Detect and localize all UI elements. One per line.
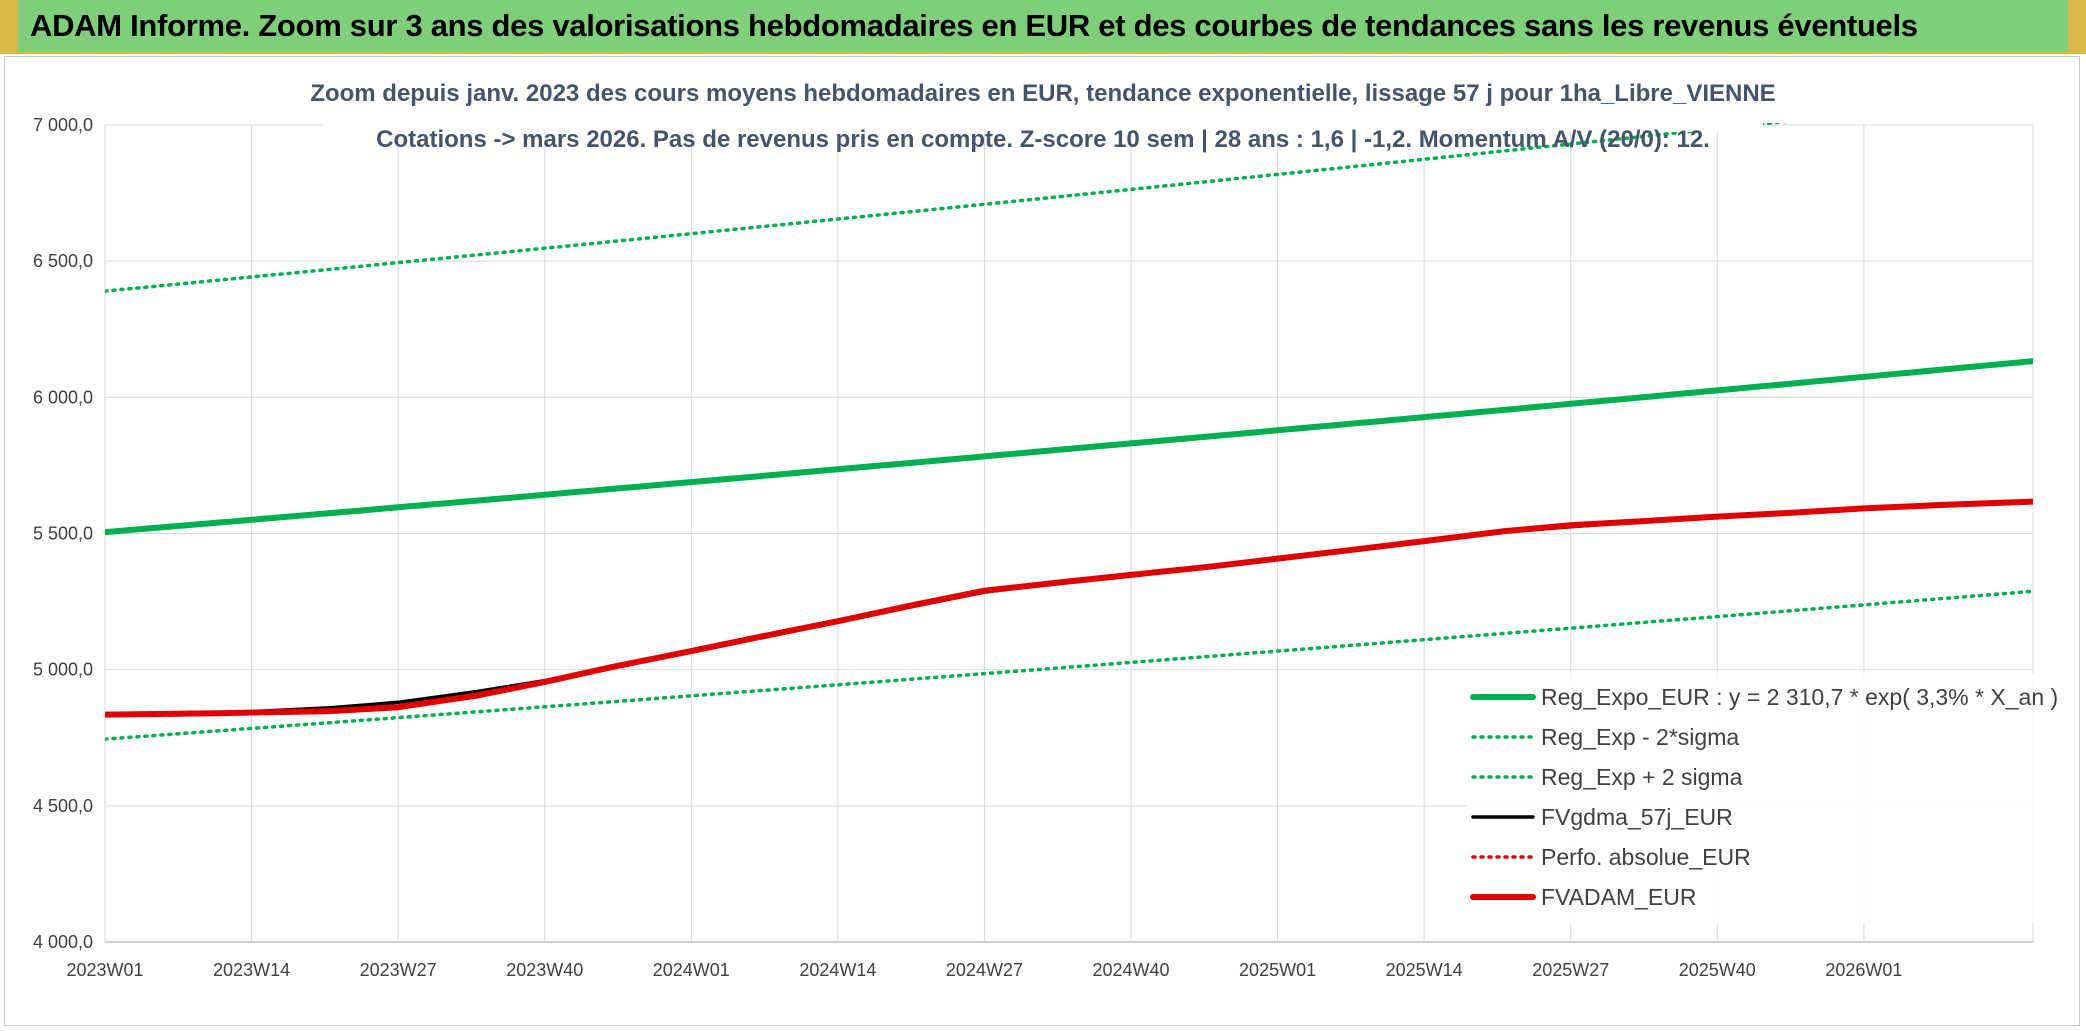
banner-corner-left [0,0,18,54]
y-tick-label: 6 500,0 [33,251,93,271]
legend-label: Reg_Expo_EUR : y = 2 310,7 * exp( 3,3% *… [1541,684,2058,710]
x-tick-label: 2023W40 [506,960,583,980]
x-tick-label: 2023W01 [66,960,143,980]
banner-title: ADAM Informe. Zoom sur 3 ans des valoris… [30,8,1918,43]
y-tick-label: 7 000,0 [33,115,93,135]
title-backdrop [323,60,1763,132]
legend-label: Reg_Exp - 2*sigma [1541,724,1739,750]
y-tick-label: 5 000,0 [33,660,93,680]
x-tick-label: 2023W14 [213,960,290,980]
x-tick-label: 2024W40 [1092,960,1169,980]
line-chart: Zoom depuis janv. 2023 des cours moyens … [33,60,2058,980]
x-tick-label: 2025W14 [1386,960,1463,980]
title-banner: ADAM Informe. Zoom sur 3 ans des valoris… [0,0,2086,54]
legend-label: FVADAM_EUR [1541,884,1697,910]
y-tick-label: 4 000,0 [33,932,93,952]
x-tick-label: 2024W27 [946,960,1023,980]
chart-frame: Zoom depuis janv. 2023 des cours moyens … [4,56,2080,1026]
axes: 4 000,0 4 500,0 5 000,0 5 500,0 6 000,0 6 500… [33,115,2033,980]
legend-label: FVgdma_57j_EUR [1541,804,1733,830]
x-tick-label: 2025W40 [1679,960,1756,980]
legend: Reg_Expo_EUR : y = 2 310,7 * exp( 3,3% *… [1467,673,2058,923]
chart-title: Zoom depuis janv. 2023 des cours moyens … [310,60,1776,153]
y-tick-label: 6 000,0 [33,387,93,407]
series-line-1 [105,589,2033,741]
series-lines [105,123,2033,741]
chart-title-line-1: Zoom depuis janv. 2023 des cours moyens … [310,80,1775,107]
legend-box [1467,673,2047,923]
y-tick-label: 5 500,0 [33,524,93,544]
legend-label: Perfo. absolue_EUR [1541,844,1751,870]
y-tick-label: 4 500,0 [33,796,93,816]
banner-corner-right [2068,0,2086,54]
legend-label: Reg_Exp + 2 sigma [1541,764,1743,790]
x-tick-label: 2024W01 [653,960,730,980]
chart-title-line-2: Cotations -> mars 2026. Pas de revenus p… [376,126,1710,153]
x-tick-label: 2025W01 [1239,960,1316,980]
x-tick-label: 2026W01 [1825,960,1902,980]
x-tick-label: 2024W14 [799,960,876,980]
series-line-5 [105,498,2033,718]
x-tick-label: 2025W27 [1532,960,1609,980]
x-tick-label: 2023W27 [360,960,437,980]
series-line-0 [105,358,2033,536]
